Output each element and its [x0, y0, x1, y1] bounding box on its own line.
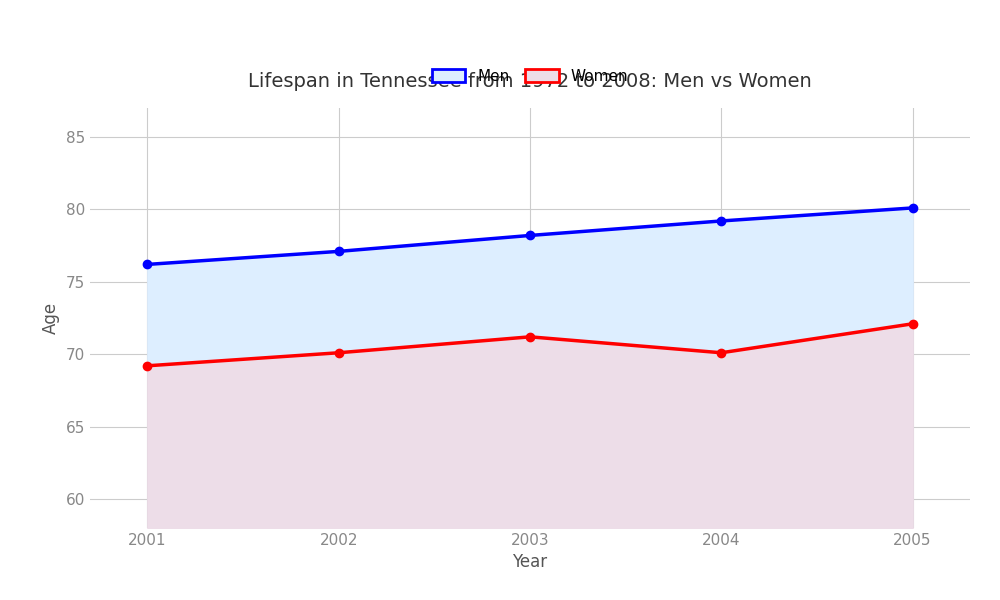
- X-axis label: Year: Year: [512, 553, 548, 571]
- Y-axis label: Age: Age: [42, 302, 60, 334]
- Legend: Men, Women: Men, Women: [424, 61, 636, 91]
- Title: Lifespan in Tennessee from 1972 to 2008: Men vs Women: Lifespan in Tennessee from 1972 to 2008:…: [248, 72, 812, 91]
